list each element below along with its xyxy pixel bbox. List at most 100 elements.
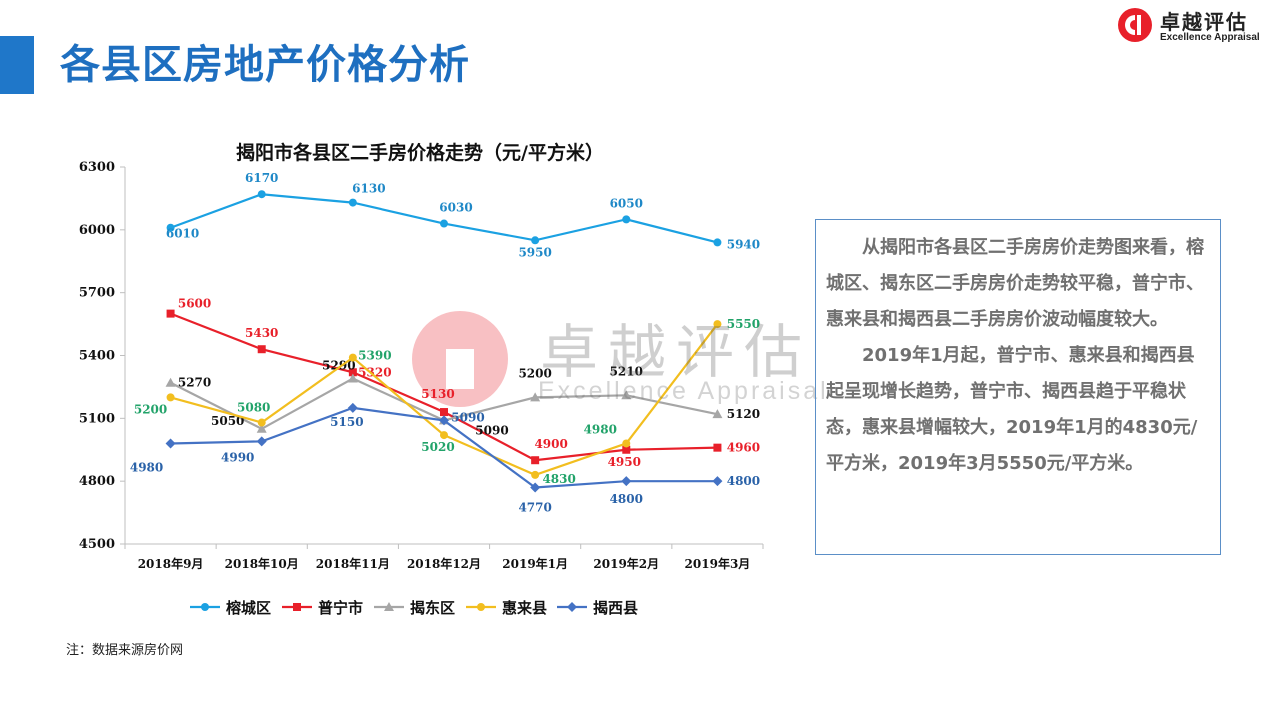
data-source-note: 注：数据来源房价网	[66, 643, 184, 658]
data-point	[712, 476, 723, 487]
data-point	[713, 443, 722, 452]
data-label: 5080	[237, 401, 270, 415]
data-label: 5130	[421, 387, 454, 401]
data-point	[713, 238, 722, 247]
logo-name-cn: 卓越评估	[1160, 10, 1248, 34]
data-point	[621, 476, 632, 487]
data-point	[622, 439, 631, 448]
data-point	[257, 418, 266, 427]
data-label: 6030	[439, 201, 472, 215]
data-point	[347, 402, 358, 413]
data-label: 5090	[451, 410, 484, 424]
data-label: 5390	[358, 349, 391, 363]
data-point	[440, 408, 448, 417]
data-label: 5950	[518, 245, 551, 259]
company-logo: 卓越评估 Excellence Appraisal	[1118, 6, 1268, 48]
data-label: 4990	[221, 450, 254, 464]
data-point	[622, 445, 631, 454]
data-point	[166, 309, 175, 318]
excellence-logo-icon	[1118, 8, 1152, 42]
data-label: 4980	[584, 422, 617, 436]
data-label: 5270	[178, 376, 211, 390]
x-tick-label: 2019年1月	[502, 556, 568, 571]
analysis-paragraph-1: 从揭阳市各县区二手房房价走势图来看，榕城区、揭东区二手房房价走势较平稳，普宁市、…	[826, 237, 1204, 330]
data-point	[713, 320, 722, 329]
data-point	[348, 353, 357, 362]
data-label: 5550	[727, 317, 760, 331]
x-tick-label: 2019年2月	[593, 556, 659, 571]
data-point	[439, 415, 449, 426]
data-label: 5090	[475, 423, 508, 437]
data-label: 5430	[245, 326, 278, 340]
data-point	[256, 423, 267, 433]
data-label: 6050	[610, 196, 643, 210]
data-point	[531, 236, 540, 245]
data-label: 5200	[518, 366, 551, 380]
y-tick-label: 5100	[79, 411, 115, 426]
y-tick-label: 5400	[79, 349, 115, 364]
page-title: 各县区房地产价格分析	[60, 42, 470, 88]
data-label: 5020	[421, 440, 454, 454]
data-label: 4770	[518, 500, 551, 514]
data-label: 5050	[211, 414, 244, 428]
y-tick-label: 6300	[79, 160, 115, 175]
y-tick-label: 4800	[79, 474, 115, 489]
legend-marker	[384, 602, 394, 611]
price-trend-chart: 揭阳市各县区二手房价格走势（元/平方米） 4500 4800 5100 5400 570…	[60, 130, 780, 630]
chart-title: 揭阳市各县区二手房价格走势（元/平方米）	[236, 142, 604, 164]
analysis-textbox: 从揭阳市各县区二手房房价走势图来看，榕城区、揭东区二手房房价走势较平稳，普宁市、…	[815, 219, 1221, 555]
legend-marker	[201, 603, 209, 611]
data-point	[440, 431, 448, 440]
data-point	[530, 482, 541, 493]
legend-label: 揭东区	[410, 599, 455, 617]
data-point	[257, 190, 266, 199]
data-label: 5210	[610, 364, 643, 378]
data-label: 5150	[330, 415, 363, 429]
data-label: 6170	[245, 171, 278, 185]
data-point	[166, 223, 175, 232]
data-label: 4950	[608, 455, 641, 469]
x-tick-label: 2018年9月	[138, 556, 204, 571]
title-accent-bar	[0, 36, 34, 94]
data-point	[440, 219, 448, 228]
data-label: 4830	[542, 472, 575, 486]
legend-label: 惠来县	[502, 599, 547, 617]
data-label: 5600	[178, 297, 211, 311]
data-label: 4960	[727, 441, 760, 455]
y-tick-label: 6000	[79, 223, 115, 238]
legend-marker	[567, 602, 577, 612]
data-point	[531, 456, 540, 465]
x-tick-label: 2018年11月	[316, 556, 390, 571]
data-point	[347, 373, 358, 383]
chart-canvas: 4500 4800 5100 5400 5700 6000 6300 2018年9月 2018年…	[79, 160, 764, 617]
logo-name-en: Excellence Appraisal	[1160, 32, 1260, 43]
data-label: 5200	[134, 402, 167, 416]
legend-label: 普宁市	[318, 599, 363, 617]
data-point	[165, 438, 176, 449]
data-point	[257, 345, 266, 354]
data-label: 4900	[534, 437, 567, 451]
analysis-paragraph-2: 2019年1月起，普宁市、惠来县和揭西县起呈现增长趋势，普宁市、揭西县趋于平稳状…	[826, 345, 1198, 474]
data-point	[348, 368, 357, 377]
legend-marker	[293, 603, 301, 611]
data-point	[165, 377, 176, 387]
data-label: 4800	[610, 492, 643, 506]
data-label: 5120	[727, 407, 760, 421]
data-point	[530, 392, 541, 402]
data-point	[621, 390, 632, 400]
data-label: 6010	[166, 227, 199, 241]
legend-label: 榕城区	[226, 599, 271, 617]
data-point	[531, 470, 540, 479]
x-tick-label: 2018年12月	[407, 556, 481, 571]
data-point	[166, 393, 175, 402]
data-label: 4980	[130, 460, 163, 474]
data-label: 6130	[352, 182, 385, 196]
data-point	[348, 198, 357, 207]
x-tick-label: 2019年3月	[685, 556, 751, 571]
data-point	[256, 436, 267, 447]
data-point	[622, 215, 631, 224]
legend-marker	[477, 603, 485, 611]
y-tick-label: 5700	[79, 286, 115, 301]
x-tick-label: 2018年10月	[225, 556, 299, 571]
data-label: 5940	[727, 237, 760, 251]
